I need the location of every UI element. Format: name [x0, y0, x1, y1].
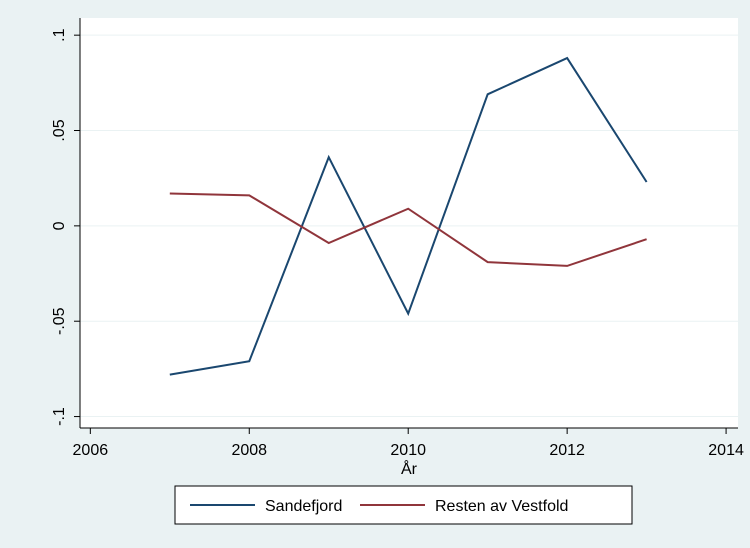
x-axis-label: År [401, 459, 418, 478]
y-tick-label: 0 [51, 221, 68, 230]
plot-area [80, 18, 738, 428]
y-tick-label: -.1 [51, 407, 68, 426]
x-tick-label: 2014 [708, 442, 744, 459]
y-tick-label: -.05 [51, 307, 68, 335]
y-tick-label: .1 [51, 28, 68, 41]
y-tick-label: .05 [51, 119, 68, 141]
legend-label: Sandefjord [265, 498, 342, 515]
legend-label: Resten av Vestfold [435, 498, 568, 515]
x-tick-label: 2006 [73, 442, 109, 459]
x-tick-label: 2010 [390, 442, 426, 459]
x-tick-label: 2008 [231, 442, 267, 459]
series-line [169, 192, 647, 267]
x-tick-label: 2012 [549, 442, 585, 459]
series-line [169, 56, 648, 376]
